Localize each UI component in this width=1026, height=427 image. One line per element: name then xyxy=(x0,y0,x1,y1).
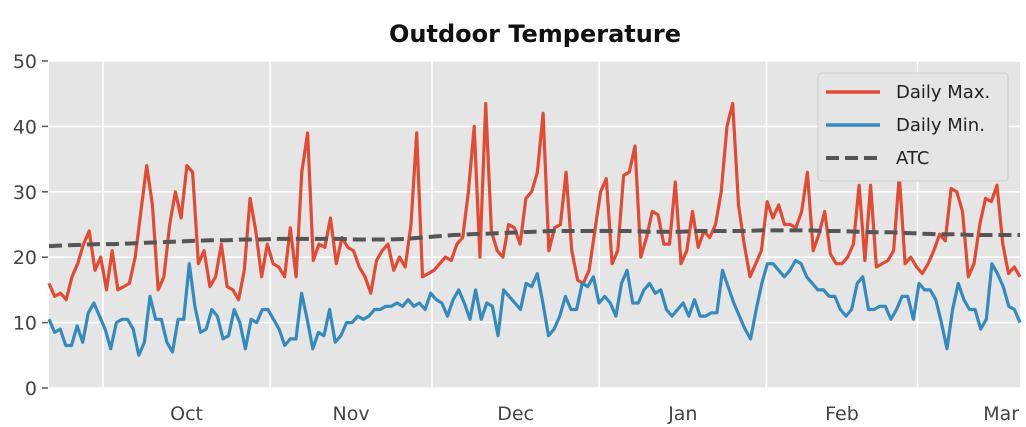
series-line-1 xyxy=(47,258,1022,357)
y-tick-label: 10 xyxy=(13,313,37,335)
y-tick-label: 40 xyxy=(13,116,37,138)
legend-box xyxy=(817,72,1009,182)
y-tick-label: 30 xyxy=(13,182,37,204)
y-tick-label: 50 xyxy=(13,51,37,73)
y-tick-label: 20 xyxy=(13,247,37,269)
legend: Daily Max. Daily Min. ATC xyxy=(817,72,1009,182)
x-tick-label: Mar xyxy=(983,403,1019,425)
x-tick-label: Oct xyxy=(170,403,203,425)
x-tick-label: Jan xyxy=(667,403,697,425)
series-line-2 xyxy=(48,228,1020,249)
legend-label: Daily Min. xyxy=(896,115,985,136)
legend-label: Daily Max. xyxy=(896,82,990,103)
x-gridlines xyxy=(102,61,919,388)
x-axis: Oct Nov Dec Jan Feb Mar xyxy=(170,403,1019,425)
series-lines xyxy=(47,101,1022,357)
x-tick-label: Nov xyxy=(333,403,370,425)
legend-label: ATC xyxy=(896,148,929,169)
y-axis: 0 10 20 30 40 50 xyxy=(13,51,48,400)
x-tick-label: Dec xyxy=(497,403,534,425)
y-tick-label: 0 xyxy=(25,378,37,400)
series-line-0 xyxy=(47,101,1022,302)
x-tick-label: Feb xyxy=(825,403,859,425)
chart-title: Outdoor Temperature xyxy=(389,20,681,48)
y-gridlines xyxy=(49,60,1020,389)
